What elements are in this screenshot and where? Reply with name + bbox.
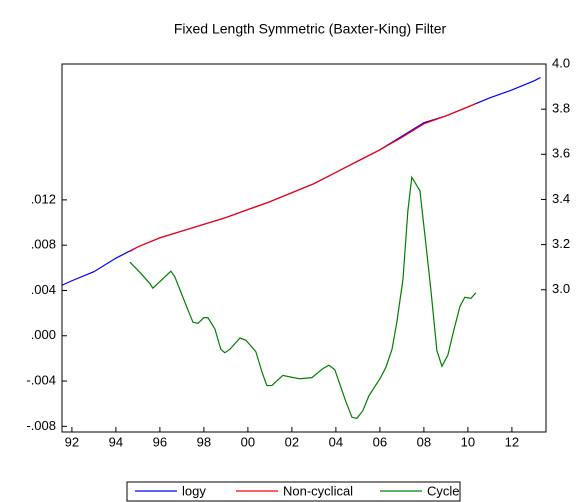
x-tick-label: 08 (417, 434, 431, 449)
x-tick-label: 98 (197, 434, 211, 449)
x-tick-label: 10 (461, 434, 475, 449)
y-tick-label: .008 (31, 237, 56, 252)
chart-title: Fixed Length Symmetric (Baxter-King) Fil… (174, 21, 447, 37)
y-tick-label: .000 (31, 327, 56, 342)
x-tick-label: 96 (153, 434, 167, 449)
legend-label: Cycle (427, 483, 460, 498)
legend-label: Non-cyclical (283, 483, 353, 498)
y2-tick-label: 3.0 (552, 281, 570, 296)
x-tick-label: 00 (241, 434, 255, 449)
y2-tick-label: 3.6 (552, 146, 570, 161)
x-tick-label: 02 (285, 434, 299, 449)
series-line (61, 77, 541, 286)
x-tick-label: 92 (65, 434, 79, 449)
y-tick-label: .012 (31, 191, 56, 206)
y2-tick-label: 3.2 (552, 236, 570, 251)
legend-label: logy (182, 483, 206, 498)
y-tick-label: -.008 (26, 418, 56, 433)
series-line (129, 175, 477, 420)
y-tick-label: .004 (31, 282, 56, 297)
y2-tick-label: 3.8 (552, 101, 570, 116)
y2-tick-label: 3.4 (552, 191, 570, 206)
x-tick-label: 04 (329, 434, 343, 449)
x-tick-label: 12 (505, 434, 519, 449)
series-line (129, 102, 477, 252)
y2-tick-label: 4.0 (552, 55, 570, 70)
y-tick-label: -.004 (26, 372, 56, 387)
plot-frame (61, 63, 547, 433)
x-tick-label: 94 (109, 434, 123, 449)
x-tick-label: 06 (373, 434, 387, 449)
legend-box (126, 481, 461, 502)
